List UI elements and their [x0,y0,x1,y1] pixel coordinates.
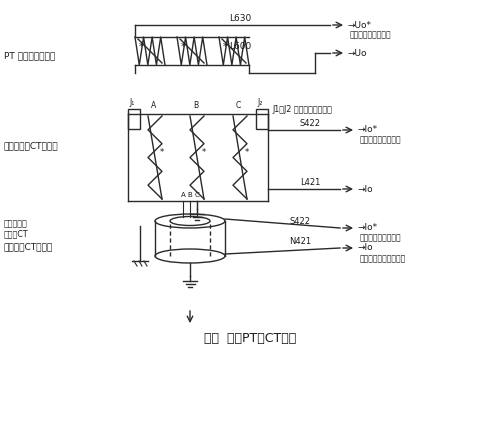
Text: →Uo: →Uo [348,49,368,58]
Text: 接装置后面板端子排: 接装置后面板端子排 [360,233,402,242]
Text: A: A [151,101,156,110]
Text: 图四  零序PT、CT接法: 图四 零序PT、CT接法 [204,331,296,345]
Text: PT 开口三角接法：: PT 开口三角接法： [4,52,55,60]
Text: C: C [194,192,200,198]
Text: S422: S422 [290,217,310,226]
Text: 接装置后面板端子排: 接装置后面板端子排 [360,135,402,144]
Text: B: B [193,101,198,110]
Text: *: * [222,42,228,52]
Text: N421: N421 [289,237,311,246]
Text: *: * [245,148,249,157]
Text: *: * [160,148,164,157]
Text: 接装置后面板端子排: 接装置后面板端子排 [350,31,392,40]
Text: *: * [202,148,206,157]
Text: 外皮接地线
应穿过CT: 外皮接地线 应穿过CT [4,219,28,239]
Text: J₁: J₁ [129,98,134,107]
Text: →Io: →Io [358,244,374,253]
Text: *: * [180,42,186,52]
Text: 夹子应和电罆外皮绽缘: 夹子应和电罆外皮绽缘 [360,254,406,264]
Text: S422: S422 [300,119,320,128]
Text: →Io: →Io [358,184,374,193]
Text: 电罆零序CT接法：: 电罆零序CT接法： [4,242,53,251]
Bar [128,109,140,129]
Text: L630: L630 [229,14,251,23]
Text: L421: L421 [300,178,320,187]
Text: 架空线三相CT接法：: 架空线三相CT接法： [4,141,59,150]
Text: A: A [180,192,186,198]
Text: J1、J2 为保护继电器线圈: J1、J2 为保护继电器线圈 [272,104,332,113]
Text: →Uo*: →Uo* [348,20,372,29]
Text: J₂: J₂ [257,98,262,107]
Text: *: * [138,42,143,52]
Bar [256,109,268,129]
Text: L600: L600 [229,42,251,51]
Text: B: B [188,192,192,198]
Text: →Io*: →Io* [358,224,378,233]
Text: →Io*: →Io* [358,126,378,135]
Text: C: C [236,101,241,110]
